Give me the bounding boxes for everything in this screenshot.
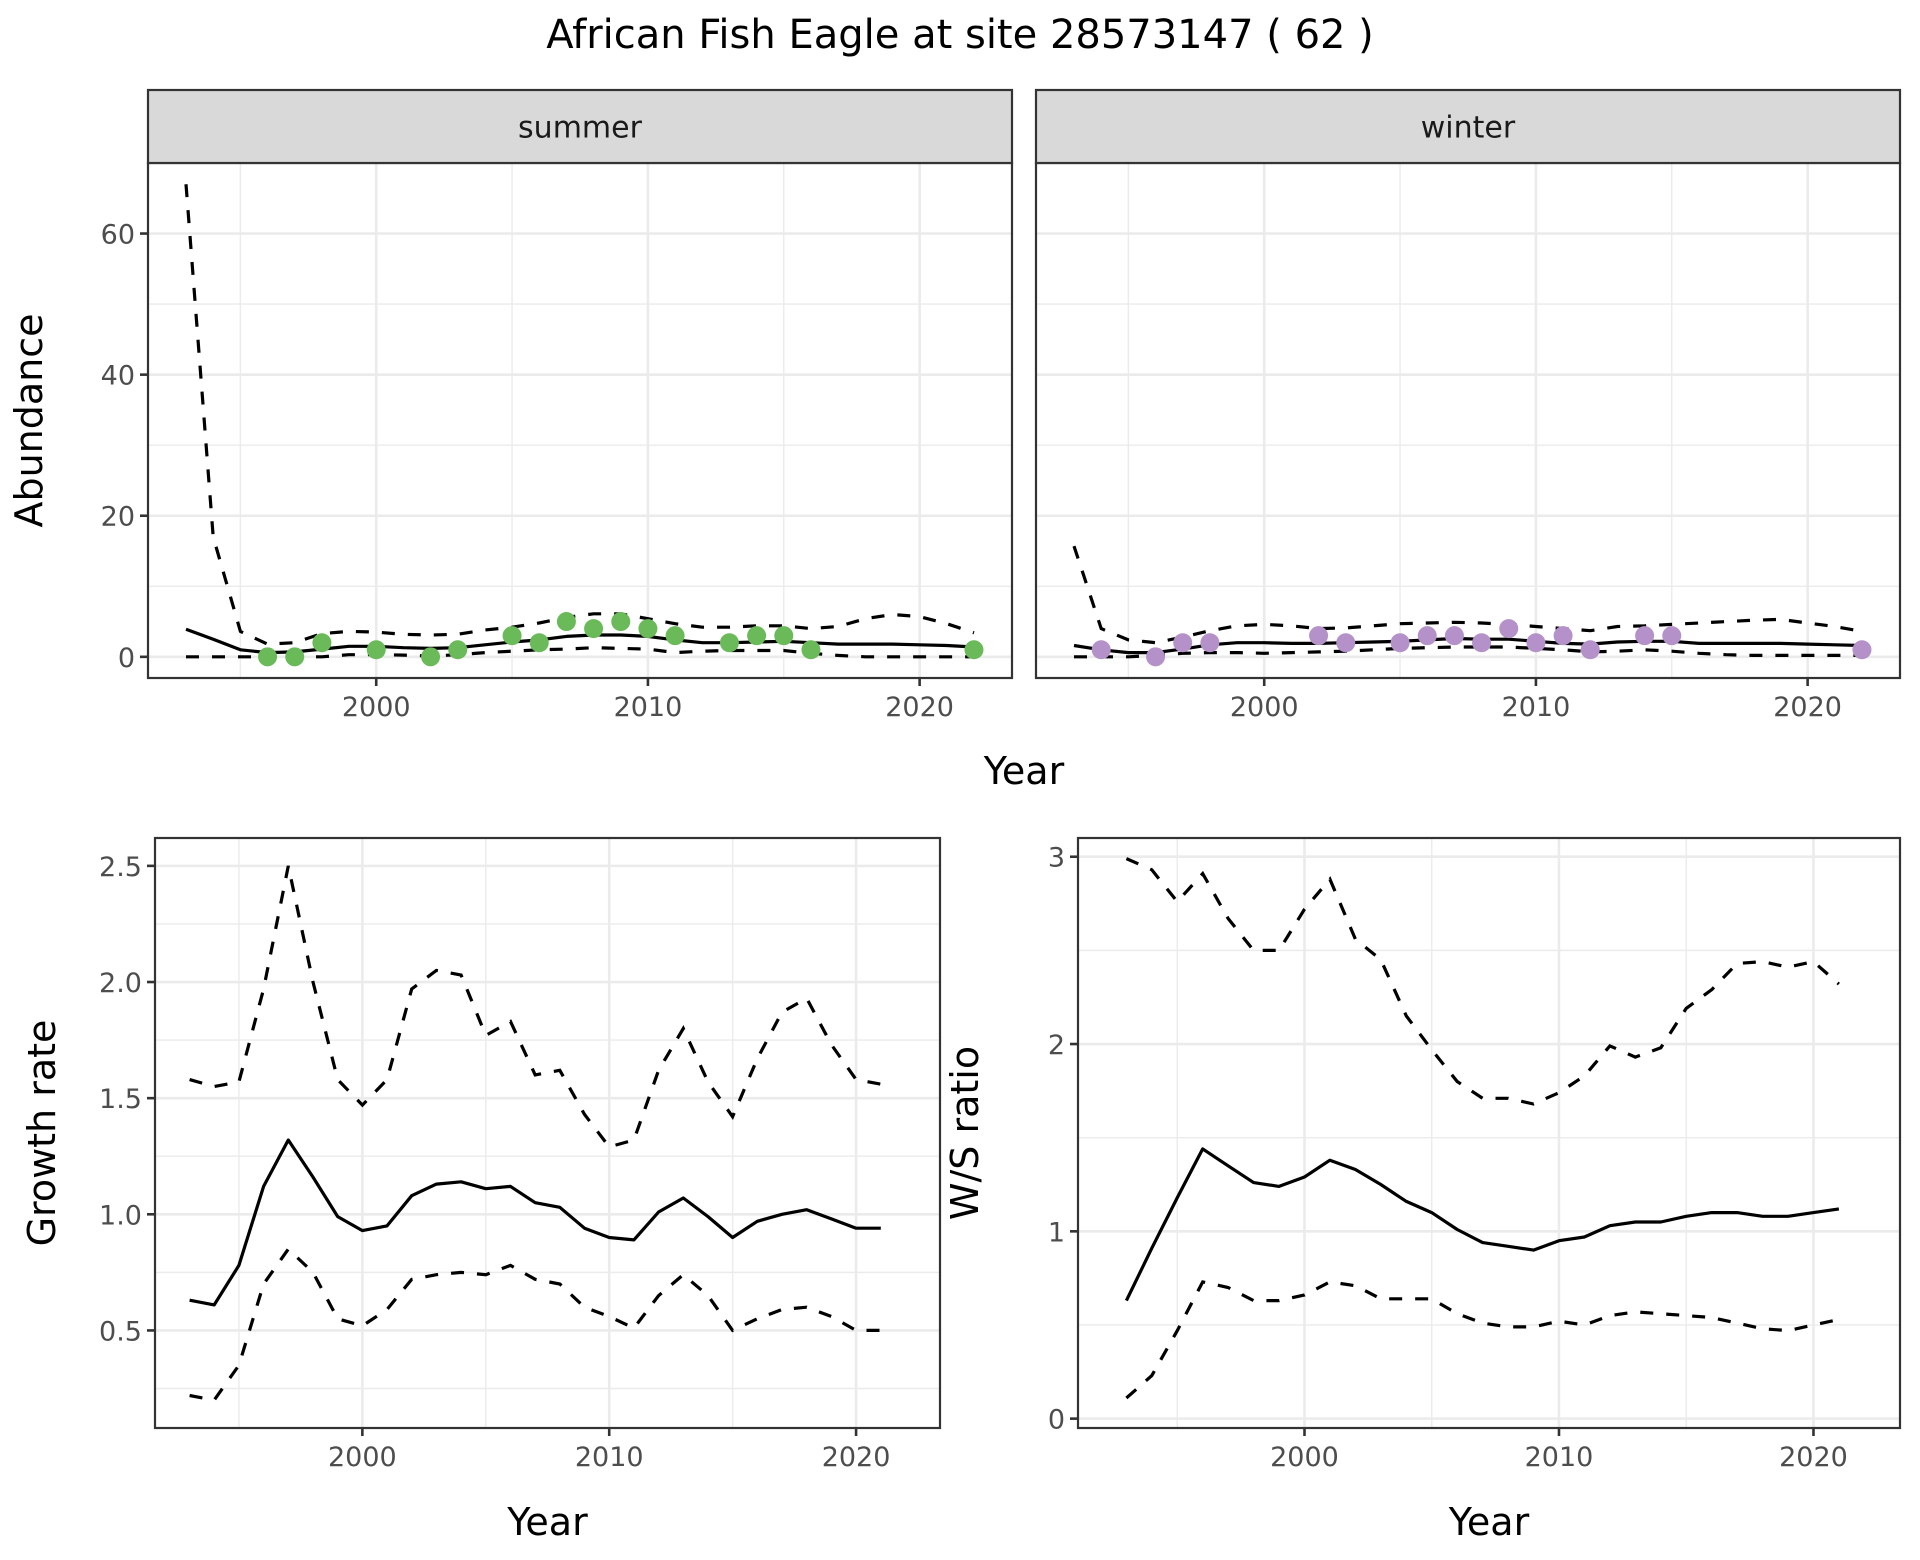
panel-abundance-winter: winter 2000 2010 2020 [1034, 88, 1902, 723]
y-tick-label: 0.5 [99, 1316, 142, 1347]
x-tick-label: 2010 [575, 1442, 644, 1473]
data-point [638, 619, 658, 639]
series-line-upper [189, 865, 882, 1149]
y-tick-label: 0 [1048, 1405, 1065, 1436]
series-line-lower [1125, 1280, 1840, 1400]
data-point [448, 640, 468, 660]
data-point [964, 640, 984, 660]
x-tick-label: 2010 [614, 692, 683, 723]
series-line-upper [1125, 857, 1840, 1106]
y-tick-label: 3 [1048, 843, 1065, 874]
data-point [1390, 633, 1410, 653]
series-line-mean [1124, 1147, 1840, 1302]
y-tick-label: 1.5 [99, 1084, 142, 1115]
plot-background [155, 838, 940, 1428]
y-tick-label: 1.0 [99, 1200, 142, 1231]
plot-background [1078, 838, 1900, 1428]
y-tick-label: 40 [101, 361, 135, 392]
data-point [747, 626, 767, 646]
x-tick-label: 2020 [885, 692, 954, 723]
y-tick-label: 2.5 [99, 852, 142, 883]
x-axis-title: Year [506, 1500, 588, 1544]
data-point [665, 626, 685, 646]
chart-title: African Fish Eagle at site 28573147 ( 62… [546, 12, 1374, 58]
facet-strip-label: winter [1421, 111, 1516, 146]
data-point [719, 633, 739, 653]
data-point [1852, 640, 1872, 660]
x-tick-label: 2010 [1525, 1442, 1594, 1473]
series-line-lower [1074, 645, 1862, 659]
x-tick-label: 2000 [1270, 1442, 1339, 1473]
data-point [285, 647, 305, 667]
y-tick-label: 20 [101, 502, 135, 533]
panel-border [153, 836, 942, 1430]
plot-background [148, 163, 1012, 678]
panel-ws-ratio: 2000 2010 2020 0 1 2 3 Year W/S ratio [943, 836, 1902, 1544]
facet-strip [1034, 88, 1902, 165]
data-point [1444, 626, 1464, 646]
data-point [1200, 633, 1220, 653]
x-axis-title: Year [1448, 1500, 1530, 1544]
series-line-lower [186, 646, 974, 659]
data-point [774, 626, 794, 646]
y-tick-label: 2.0 [99, 968, 142, 999]
data-point [502, 626, 522, 646]
data-point [584, 619, 604, 639]
x-tick-label: 2000 [1230, 692, 1299, 723]
x-tick-label: 2020 [1779, 1442, 1848, 1473]
data-point [1472, 633, 1492, 653]
data-point [1309, 626, 1329, 646]
y-tick-label: 60 [101, 220, 135, 251]
y-axis-title: Growth rate [20, 1020, 64, 1247]
data-point [366, 640, 386, 660]
plot-background [1036, 163, 1900, 678]
x-tick-label: 2000 [328, 1442, 397, 1473]
series-line-mean [189, 1138, 881, 1307]
series-line-upper [1072, 545, 1863, 645]
x-tick-label: 2020 [1773, 692, 1842, 723]
facet-strip [146, 88, 1014, 165]
data-point [421, 647, 441, 667]
y-tick-label: 1 [1048, 1217, 1065, 1248]
facet-strip-label: summer [518, 111, 643, 146]
data-point [1417, 626, 1437, 646]
data-point [1173, 633, 1193, 653]
data-point [1662, 626, 1682, 646]
data-point [1146, 647, 1166, 667]
series-line-lower [189, 1246, 881, 1402]
data-point [1526, 633, 1546, 653]
panel-border [1076, 836, 1902, 1430]
data-point [1553, 626, 1573, 646]
data-point [1091, 640, 1111, 660]
y-tick-label: 0 [118, 643, 135, 674]
data-point [312, 633, 332, 653]
data-point [1499, 619, 1519, 639]
panel-abundance-summer: summer 2000 2010 2020 0 20 40 60 [101, 88, 1014, 723]
data-point [1580, 640, 1600, 660]
x-tick-label: 2000 [342, 692, 411, 723]
y-tick-label: 2 [1048, 1030, 1065, 1061]
data-point [556, 612, 576, 632]
x-tick-label: 2010 [1502, 692, 1571, 723]
x-tick-label: 2020 [822, 1442, 891, 1473]
data-point [1336, 633, 1356, 653]
data-point [801, 640, 821, 660]
data-point [529, 633, 549, 653]
x-axis-title: Year [983, 749, 1065, 793]
y-axis-title: W/S ratio [943, 1046, 987, 1220]
panel-growth-rate: 2000 2010 2020 0.5 1.0 1.5 2.0 2.5 Year Growth ra… [20, 836, 942, 1544]
data-point [1635, 626, 1655, 646]
y-axis-title: Abundance [7, 313, 51, 527]
data-point [258, 647, 278, 667]
data-point [611, 612, 631, 632]
